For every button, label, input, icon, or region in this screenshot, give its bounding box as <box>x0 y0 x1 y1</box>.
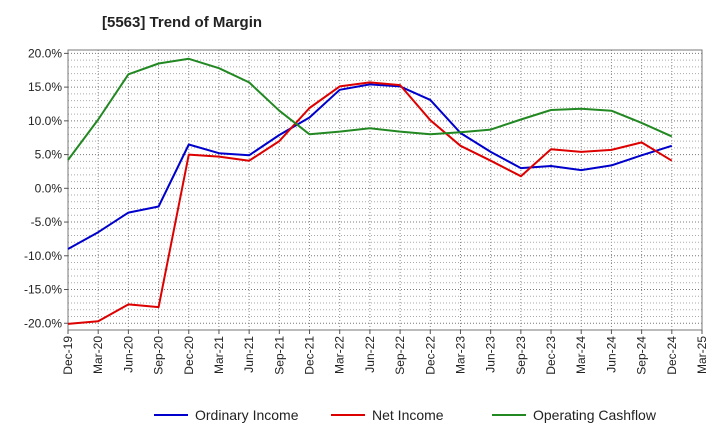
chart-title: [5563] Trend of Margin <box>102 14 263 31</box>
x-tick-label: Mar-25 <box>695 336 709 374</box>
x-tick-label: Sep-21 <box>272 336 286 375</box>
y-axis-ticks: 20.0% 15.0% 10.0% 5.0% 0.0% -5.0% -10.0% -15.0%… <box>24 46 68 330</box>
x-tick-label: Dec-19 <box>61 336 75 375</box>
x-tick-label: Jun-21 <box>242 336 256 373</box>
x-tick-label: Jun-20 <box>121 336 135 373</box>
legend-label-net-income: Net Income <box>372 407 444 423</box>
series-line-operating-cashflow <box>67 57 673 161</box>
y-tick-label: 15.0% <box>28 80 62 94</box>
legend-label-ordinary-income: Ordinary Income <box>195 407 299 423</box>
x-tick-label: Mar-23 <box>453 336 467 374</box>
x-tick-label: Mar-21 <box>212 336 226 374</box>
y-tick-label: 5.0% <box>35 148 63 162</box>
y-tick-label: -20.0% <box>24 316 62 330</box>
x-tick-label: Dec-21 <box>303 336 317 375</box>
series-line-net-income <box>67 81 673 325</box>
x-tick-label: Sep-23 <box>514 336 528 375</box>
y-tick-label: -10.0% <box>24 249 62 263</box>
x-tick-label: Sep-22 <box>393 336 407 375</box>
x-tick-label: Sep-20 <box>152 336 166 375</box>
legend: Ordinary Income Net Income Operating Cashf… <box>154 407 657 423</box>
x-tick-label: Dec-20 <box>182 336 196 375</box>
x-tick-label: Mar-22 <box>333 336 347 374</box>
series-lines <box>67 57 673 325</box>
x-tick-label: Jun-24 <box>604 336 618 373</box>
x-tick-label: Sep-24 <box>635 336 649 375</box>
x-tick-label: Jun-22 <box>363 336 377 373</box>
x-tick-label: Mar-20 <box>91 336 105 374</box>
series-line-ordinary-income <box>67 83 673 250</box>
y-tick-label: -15.0% <box>24 283 62 297</box>
x-tick-label: Dec-22 <box>423 336 437 375</box>
x-tick-label: Dec-24 <box>665 336 679 375</box>
x-tick-label: Dec-23 <box>544 336 558 375</box>
y-tick-label: 20.0% <box>28 46 62 60</box>
y-tick-label: 10.0% <box>28 114 62 128</box>
x-axis-ticks: Dec-19 Mar-20 Jun-20 Sep-20 Dec-20 Mar-21 Jun-… <box>61 330 709 375</box>
legend-label-operating-cashflow: Operating Cashflow <box>533 407 657 423</box>
x-tick-label: Mar-24 <box>574 336 588 374</box>
y-tick-label: -5.0% <box>31 215 63 229</box>
y-tick-label: 0.0% <box>35 181 63 195</box>
plot-frame <box>67 49 703 331</box>
x-tick-label: Jun-23 <box>484 336 498 373</box>
